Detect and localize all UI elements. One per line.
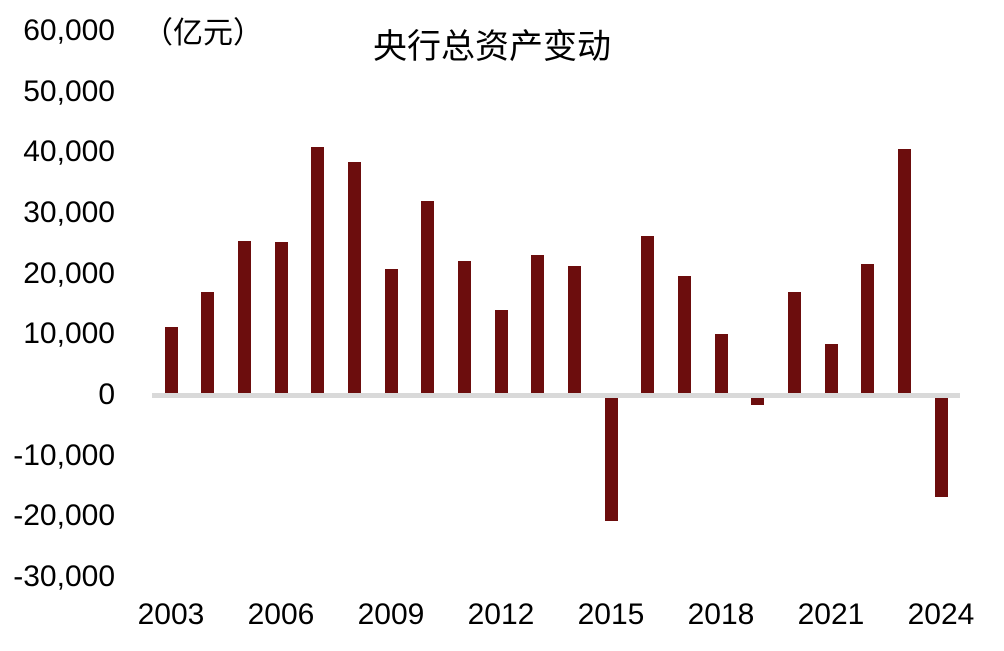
- bar-2010: [421, 200, 435, 393]
- bar-2009: [384, 268, 398, 393]
- bar-2017: [677, 275, 691, 393]
- y-tick-label: -30,000: [13, 560, 115, 593]
- bar-2006: [274, 241, 288, 393]
- bar-2016: [641, 235, 655, 393]
- chart-title: 央行总资产变动: [373, 28, 611, 66]
- x-tick-label: 2021: [797, 598, 865, 631]
- bar-2019: [751, 398, 765, 406]
- bar-2015: [604, 398, 618, 522]
- y-tick-label: 30,000: [23, 196, 115, 229]
- y-tick-label: 10,000: [23, 317, 115, 351]
- y-tick-label: -10,000: [13, 438, 115, 472]
- x-tick-label: 2012: [467, 598, 535, 631]
- bar-2014: [567, 265, 581, 393]
- x-tick-label: 2006: [247, 598, 315, 631]
- bar-2007: [311, 146, 325, 393]
- x-tick-label: 2003: [137, 598, 205, 631]
- x-axis-zero-line: [152, 393, 960, 398]
- x-tick-label: 2009: [357, 598, 425, 631]
- plot-area: [152, 31, 960, 577]
- bar-2012: [494, 310, 508, 393]
- bar-2004: [201, 292, 215, 393]
- bar-2024: [934, 398, 948, 498]
- bar-2020: [787, 291, 801, 393]
- bar-2005: [237, 241, 251, 393]
- bar-2018: [714, 334, 728, 393]
- bar-2013: [531, 255, 545, 393]
- y-tick-label: 20,000: [23, 256, 115, 290]
- bar-2023: [897, 148, 911, 393]
- y-tick-label: 0: [98, 378, 115, 411]
- bar-2011: [457, 260, 471, 393]
- x-tick-label: 2018: [687, 598, 755, 631]
- y-tick-label: 50,000: [23, 74, 115, 108]
- y-axis-unit-label: （亿元）: [143, 17, 263, 50]
- x-tick-label: 2015: [577, 598, 645, 631]
- x-tick-label: 2024: [907, 598, 975, 631]
- bar-2008: [347, 161, 361, 393]
- bar-2021: [824, 343, 838, 393]
- y-tick-label: -20,000: [13, 499, 115, 533]
- bar-2022: [861, 264, 875, 393]
- y-tick-label: 60,000: [23, 14, 115, 47]
- bar-2003: [164, 326, 178, 393]
- y-tick-label: 40,000: [23, 135, 115, 169]
